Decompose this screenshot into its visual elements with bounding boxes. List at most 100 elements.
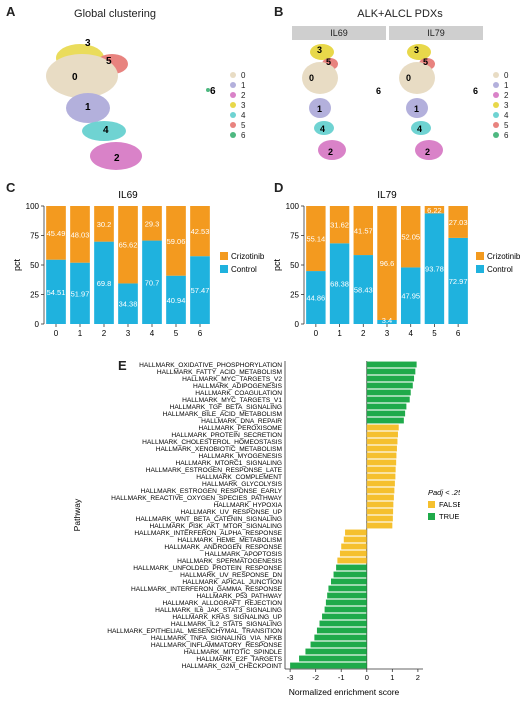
legend-label: Control bbox=[487, 265, 513, 274]
data-label: 55.14 bbox=[306, 235, 325, 244]
bar-control bbox=[94, 241, 114, 324]
enrichment-bar bbox=[314, 634, 367, 641]
data-label: 29.3 bbox=[145, 219, 160, 228]
enrichment-bar bbox=[310, 641, 367, 648]
enrichment-bar bbox=[366, 410, 406, 417]
pathway-label: HALLMARK_UV_RESPONSE_UP bbox=[180, 509, 282, 516]
data-label: 93.78 bbox=[425, 265, 444, 274]
enrichment-bar bbox=[339, 550, 367, 557]
pathway-label: HALLMARK_IL6_JAK_STAT3_SIGNALING bbox=[155, 607, 282, 614]
data-label: 3.4 bbox=[382, 316, 392, 325]
legend-label: 3 bbox=[504, 100, 509, 110]
panel-a-title: Global clustering bbox=[74, 8, 156, 20]
legend-label: 4 bbox=[504, 110, 509, 120]
data-label: 72.97 bbox=[449, 277, 468, 286]
enrichment-bar bbox=[366, 424, 399, 431]
legend-dot bbox=[230, 132, 236, 138]
pathway-label: HALLMARK_REACTIVE_OXYGEN_SPECIES_PATHWAY bbox=[111, 495, 282, 502]
umap-il69: 3 5 0 1 4 2 6 bbox=[302, 44, 381, 160]
bar-control bbox=[353, 255, 374, 324]
enrichment-bar bbox=[337, 557, 367, 564]
enrichment-bar bbox=[366, 361, 417, 368]
x-tick-label: 1 bbox=[78, 329, 83, 338]
panel-label-b: B bbox=[274, 4, 284, 19]
x-tick-label: 0 bbox=[314, 329, 319, 338]
bar-control bbox=[306, 271, 326, 324]
legend-dot bbox=[230, 92, 236, 98]
bar-control bbox=[377, 319, 397, 324]
strip-il79: IL79 bbox=[389, 26, 483, 40]
data-label: 48.03 bbox=[71, 230, 90, 239]
x-tick-label: 4 bbox=[408, 329, 413, 338]
pathway-label: HALLMARK_INFLAMMATORY_RESPONSE bbox=[151, 642, 283, 649]
legend-item: 3 bbox=[230, 100, 245, 110]
data-label: 59.06 bbox=[167, 237, 186, 246]
svg-text:1: 1 bbox=[317, 104, 322, 114]
enrichment-bar bbox=[366, 382, 413, 389]
panel-b-title: ALK+ALCL PDXs bbox=[357, 8, 443, 20]
legend-label: 2 bbox=[241, 90, 246, 100]
legend-swatch bbox=[428, 513, 435, 520]
stacked-bar-chart-il79: IL79pct025507510044.8655.14068.3831.6215… bbox=[272, 190, 520, 338]
x-tick-label: 5 bbox=[174, 329, 179, 338]
data-label: 52.05 bbox=[401, 233, 420, 242]
data-label: 69.8 bbox=[97, 279, 112, 288]
x-tick-label: 3 bbox=[126, 329, 131, 338]
svg-text:4: 4 bbox=[417, 124, 422, 134]
legend-label: 5 bbox=[504, 120, 509, 130]
y-tick-label: 75 bbox=[290, 232, 299, 241]
enrichment-bar bbox=[305, 648, 367, 655]
enrichment-bar bbox=[366, 473, 396, 480]
legend-dot bbox=[493, 112, 499, 118]
enrichment-bar bbox=[341, 543, 367, 550]
legend-label: Crizotinib bbox=[231, 252, 265, 261]
enrichment-bar bbox=[345, 529, 367, 536]
enrichment-bar bbox=[290, 662, 367, 669]
svg-text:3: 3 bbox=[85, 38, 91, 49]
x-tick-label: 1 bbox=[390, 673, 394, 682]
legend-label: 0 bbox=[504, 70, 509, 80]
data-label: 6.22 bbox=[427, 206, 442, 215]
x-tick-label: 4 bbox=[150, 329, 155, 338]
pathway-label: HALLMARK_TNFA_SIGNALING_VIA_NFKB bbox=[151, 635, 283, 642]
legend-label: 4 bbox=[241, 110, 246, 120]
bar-crizotinib bbox=[142, 206, 162, 241]
bar-crizotinib bbox=[70, 206, 90, 263]
svg-text:3: 3 bbox=[317, 45, 322, 55]
data-label: 34.38 bbox=[119, 300, 138, 309]
legend-item: 5 bbox=[230, 120, 245, 130]
pathway-label: HALLMARK_SPERMATOGENESIS bbox=[177, 558, 283, 565]
pathway-label: HALLMARK_G2M_CHECKPOINT bbox=[182, 663, 282, 670]
legend-item: 1 bbox=[493, 80, 508, 90]
legend-swatch bbox=[476, 252, 484, 260]
pathway-label: HALLMARK_ESTROGEN_RESPONSE_LATE bbox=[146, 467, 283, 474]
pathway-label: HALLMARK_BILE_ACID_METABOLISM bbox=[163, 411, 282, 418]
data-label: 45.49 bbox=[47, 229, 66, 238]
legend-item: 6 bbox=[230, 130, 245, 140]
svg-text:6: 6 bbox=[376, 86, 381, 96]
bar-crizotinib bbox=[377, 206, 397, 320]
bar-control bbox=[329, 243, 350, 324]
x-tick-label: 6 bbox=[198, 329, 203, 338]
enrichment-bar bbox=[366, 522, 393, 529]
bar-control bbox=[448, 237, 468, 324]
umap-global: 3 5 0 1 4 2 6 bbox=[46, 38, 216, 170]
pathway-label: HALLMARK_PEROXISOME bbox=[198, 425, 282, 432]
data-label: 65.62 bbox=[119, 241, 138, 250]
enrichment-bar bbox=[319, 620, 367, 627]
panel-label-e: E bbox=[118, 358, 127, 373]
bar-crizotinib bbox=[424, 206, 445, 214]
pathway-label: HALLMARK_UV_RESPONSE_DN bbox=[180, 572, 282, 579]
pathway-label: HALLMARK_GLYCOLYSIS bbox=[202, 481, 283, 488]
legend-item: 4 bbox=[493, 110, 508, 120]
pathway-label: HALLMARK_KRAS_SIGNALING_UP bbox=[172, 614, 282, 621]
legend-item: 4 bbox=[230, 110, 245, 120]
svg-text:5: 5 bbox=[423, 57, 428, 67]
bar-control bbox=[142, 240, 162, 324]
legend-item: 3 bbox=[493, 100, 508, 110]
enrichment-bar bbox=[327, 592, 367, 599]
pathway-label: HALLMARK_PI3K_AKT_MTOR_SIGNALING bbox=[149, 523, 282, 530]
enrichment-bar bbox=[366, 368, 416, 375]
x-tick-label: 0 bbox=[54, 329, 59, 338]
pathway-label: HALLMARK_HEME_METABOLISM bbox=[177, 537, 282, 544]
